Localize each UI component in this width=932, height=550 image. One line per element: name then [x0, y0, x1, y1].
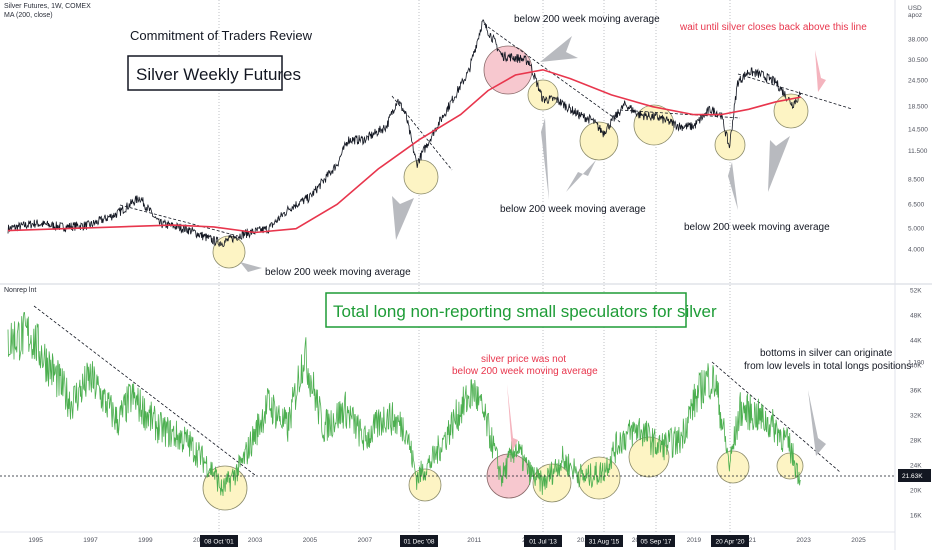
highlight-circle	[408, 468, 442, 502]
date-tag-badge	[524, 535, 562, 547]
year-tick-label: 2019	[687, 537, 702, 544]
annotation-below-ma: below 200 week moving average	[684, 222, 830, 233]
symbol-label[interactable]: Silver Futures, 1W, COMEX	[4, 3, 91, 10]
time-axis[interactable]: 1995199719992001200320052007200920112013…	[28, 535, 866, 547]
arrow-icon	[240, 262, 262, 272]
speculators-title: Total long non-reporting small speculato…	[333, 302, 717, 321]
date-tag-badge	[200, 535, 238, 547]
price-axis-label: 1.190	[908, 360, 925, 367]
annotation-not-below-line2: below 200 week moving average	[452, 366, 598, 377]
year-tick-label: 1995	[28, 537, 43, 544]
date-tag-badge	[585, 535, 623, 547]
price-axis-label: 30.500	[908, 57, 928, 64]
year-tick-label: 2023	[796, 537, 811, 544]
date-tag-label: 20 Apr '20	[715, 539, 744, 546]
price-axis-label: 11.500	[908, 148, 928, 155]
price-axis-label: 24.500	[908, 78, 928, 85]
trendline[interactable]	[483, 23, 621, 123]
price-axis-label: 18.500	[908, 104, 928, 111]
weekly-title: Silver Weekly Futures	[136, 65, 301, 84]
indicator-axis-label: 36K	[910, 387, 922, 394]
date-tag-badge	[400, 535, 438, 547]
date-tag-label: 05 Sep '17	[641, 539, 672, 546]
review-title: Commitment of Traders Review	[130, 28, 313, 43]
annotation-below-ma: below 200 week moving average	[500, 204, 646, 215]
trendline[interactable]	[711, 361, 841, 473]
indicator-axis-label: 44K	[910, 337, 922, 344]
highlight-circle	[628, 436, 670, 478]
annotation-bottoms-line2: from low levels in total longs positions	[744, 361, 911, 372]
arrow-icon	[392, 196, 414, 240]
arrow-icon	[815, 50, 826, 92]
year-tick-label: 2015	[577, 537, 592, 544]
price-axis-label: 6.500	[908, 201, 925, 208]
price-axis-label: 8.500	[908, 176, 925, 183]
gray-arrows	[240, 36, 826, 456]
indicator-axis-label: 20K	[910, 488, 922, 495]
price-series-line[interactable]	[7, 19, 802, 248]
date-tag-label: 01 Dec '08	[404, 539, 435, 546]
trendline[interactable]	[619, 109, 741, 119]
moving-average-line[interactable]	[7, 68, 801, 234]
year-tick-label: 2025	[851, 537, 866, 544]
speculators-title-box	[325, 292, 687, 328]
year-tick-label: 2011	[467, 537, 481, 544]
annotation-wait: wait until silver closes back above this…	[679, 22, 867, 33]
date-tag-label: 01 Jul '13	[529, 539, 557, 546]
year-tick-label: 1997	[83, 537, 98, 544]
weekly-title-box	[127, 55, 283, 91]
arrow-icon	[540, 36, 578, 62]
lower-indicator-label[interactable]: Nonrep lnt	[4, 287, 36, 294]
price-axis-label: USD	[908, 5, 922, 12]
indicator-axis-label: 32K	[910, 412, 922, 419]
date-tag-label: 31 Aug '15	[589, 539, 620, 546]
highlight-circle	[403, 159, 439, 195]
trendline[interactable]	[33, 305, 256, 476]
annotation-below-ma: below 200 week moving average	[514, 14, 660, 25]
indicator-axis-label: 40K	[910, 362, 922, 369]
year-tick-label: 2021	[742, 537, 757, 544]
trendline[interactable]	[119, 204, 239, 237]
arrow-icon	[541, 118, 549, 200]
price-axis-label: 14.500	[908, 126, 928, 133]
arrow-icon	[728, 162, 738, 210]
price-axis-label: 5.000	[908, 226, 925, 233]
current-value-label: 21.63K	[902, 473, 923, 480]
indicator-axis-label: 52K	[910, 287, 922, 294]
highlight-circle	[716, 450, 750, 484]
year-tick-label: 2003	[248, 537, 263, 544]
indicator-axis[interactable]: 52K 48K 44K 40K 36K 32K 28K 24K 20K 16K	[910, 287, 922, 519]
annotation-not-below-line1: silver price was not	[481, 354, 566, 365]
speculators-series-line[interactable]	[7, 312, 802, 497]
date-tag-label: 08 Oct '01	[204, 539, 234, 546]
indicator-axis-label: 16K	[910, 513, 922, 520]
price-axis-label: 38.000	[908, 37, 928, 44]
red-arrows	[507, 50, 826, 452]
indicator-label[interactable]: MA (200, close)	[4, 12, 53, 19]
annotation-below-ma: below 200 week moving average	[265, 267, 411, 278]
current-value-badge	[898, 469, 931, 482]
year-tick-label: 2005	[303, 537, 318, 544]
date-tag-badge	[637, 535, 675, 547]
highlight-circle	[579, 121, 619, 161]
indicator-axis-label: 48K	[910, 312, 922, 319]
indicator-axis-label: 28K	[910, 437, 922, 444]
arrow-icon	[768, 136, 790, 192]
date-tag-badge	[711, 535, 749, 547]
highlight-circle	[527, 79, 559, 111]
price-axis-label: apoz	[908, 12, 922, 19]
arrow-icon	[566, 160, 596, 192]
indicator-axis-label: 24K	[910, 462, 922, 469]
annotation-bottoms-line1: bottoms in silver can originate	[760, 348, 893, 359]
arrow-icon	[507, 384, 518, 452]
year-tick-label: 2007	[358, 537, 373, 544]
price-axis-label: 4.000	[908, 247, 925, 254]
year-tick-label: 1999	[138, 537, 153, 544]
highlight-circle	[773, 93, 809, 129]
arrow-icon	[808, 390, 826, 456]
